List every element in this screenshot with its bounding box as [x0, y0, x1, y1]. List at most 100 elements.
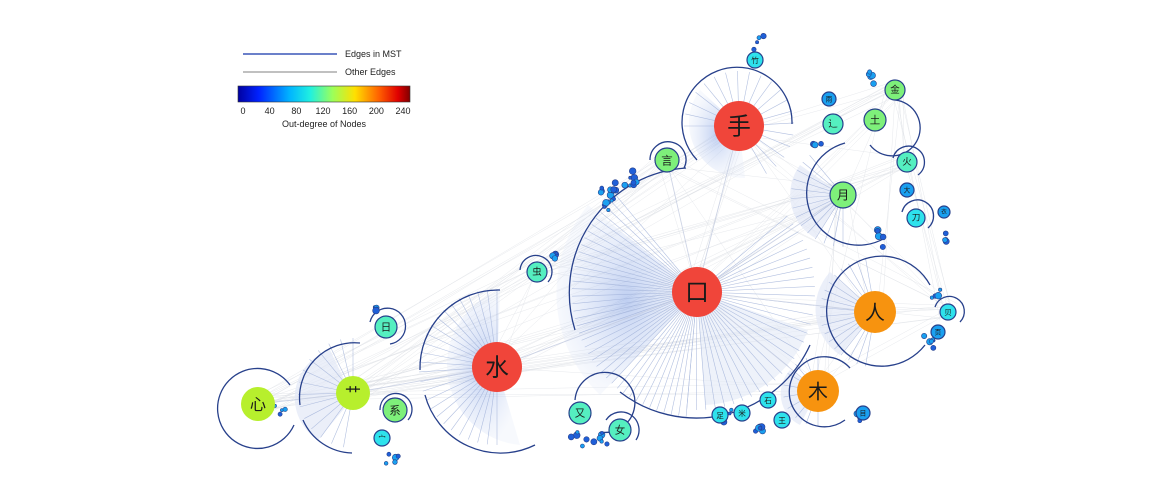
- node-mu4-circle: [855, 405, 871, 421]
- node-shui-circle: [472, 342, 522, 392]
- node-ye-label: 页: [935, 329, 942, 337]
- node-shou: 手: [714, 101, 764, 151]
- satellite-dot: [282, 406, 288, 412]
- node-huo: 火: [896, 151, 918, 173]
- ring-yue: [806, 142, 886, 246]
- ring-cao: [298, 342, 361, 406]
- node-yi-circle: [937, 205, 951, 219]
- satellite-dot: [599, 439, 604, 444]
- colorbar-tick-label: 80: [291, 106, 301, 116]
- fan-kou: [556, 205, 697, 395]
- node-yu-label: 雨: [826, 96, 833, 104]
- other-edge: [848, 198, 868, 307]
- node-mian-label: 宀: [378, 433, 386, 443]
- other-edge: [359, 267, 538, 384]
- node-bei-circle: [939, 303, 957, 321]
- node-shui-label: 水: [485, 354, 509, 382]
- hub-link: [696, 125, 740, 293]
- ring-huo: [892, 145, 926, 176]
- node-ren-circle: [854, 291, 896, 333]
- ring-chong: [519, 254, 553, 283]
- other-edge: [353, 131, 741, 399]
- satellite-dot: [942, 237, 948, 243]
- node-yu: 雨: [821, 91, 837, 107]
- satellite-dot: [751, 46, 757, 52]
- satellite-dot: [874, 227, 881, 234]
- satellite-nodes: [272, 33, 950, 466]
- node-ri-circle: [374, 315, 398, 339]
- node-chuo-label: 辶: [828, 119, 838, 130]
- legend-mst-label: Edges in MST: [345, 49, 402, 59]
- satellite-dot: [760, 33, 767, 40]
- node-mian: 宀: [373, 429, 391, 447]
- other-edge: [255, 203, 838, 403]
- satellite-dot: [870, 80, 877, 87]
- satellite-dot: [818, 141, 824, 147]
- node-you-label: 又: [575, 408, 586, 420]
- node-mu: 木: [797, 370, 839, 412]
- satellite-dot: [392, 459, 398, 465]
- node-shi-label: 石: [764, 396, 772, 405]
- node-tu-label: 土: [870, 114, 880, 127]
- ring-dao: [901, 199, 935, 229]
- satellite-dot: [383, 461, 389, 466]
- legend-other-label: Other Edges: [345, 67, 396, 77]
- node-xin: 心: [241, 387, 275, 421]
- colorbar-tick-label: 0: [240, 106, 245, 116]
- other-edge: [344, 132, 736, 392]
- satellite-dot: [600, 431, 604, 435]
- node-huo-circle: [896, 151, 918, 173]
- node-da: 大: [899, 182, 915, 198]
- node-zhu: 竹: [746, 51, 764, 69]
- ring-cao-bottom: [302, 419, 353, 454]
- satellite-dot: [604, 441, 610, 447]
- ring-nv: [605, 411, 640, 441]
- fan-cao: [294, 350, 353, 440]
- radical-nodes: 口 手水 人木心 艹 月 言 土 金系 虫日 火又女 辶刀贝 竹宀 米 石王 足 大页目 雨衣: [241, 51, 957, 447]
- satellite-dot: [606, 207, 611, 212]
- node-xi-label: 系: [389, 404, 400, 418]
- colorbar-tick-label: 240: [395, 106, 410, 116]
- colorbar-ticks: 0 40 80 120 160 200 240: [240, 106, 410, 116]
- satellite-dot: [386, 451, 392, 457]
- fan-yue: [790, 165, 843, 238]
- node-you-circle: [568, 401, 592, 425]
- satellite-dot: [609, 198, 614, 203]
- legend: Edges in MST Other Edges 0 40 80 120 160 200 2…: [237, 49, 411, 129]
- node-tu-circle: [863, 108, 887, 132]
- satellite-dot: [930, 345, 937, 351]
- node-bei: 贝: [939, 303, 957, 321]
- node-yan: 言: [654, 147, 680, 173]
- satellite-dot: [554, 251, 559, 256]
- node-zu-circle: [711, 406, 729, 424]
- ring-yan: [649, 141, 687, 169]
- other-edge: [819, 310, 955, 385]
- ring-shou: [681, 66, 793, 161]
- satellite-dot: [567, 433, 575, 441]
- satellite-dot: [277, 411, 283, 417]
- node-nv: 女: [608, 418, 632, 442]
- node-xin-circle: [241, 387, 275, 421]
- satellite-dot: [602, 199, 610, 207]
- node-mu4: 目: [855, 405, 871, 421]
- node-bei-label: 贝: [944, 308, 952, 317]
- node-jin-label: 金: [890, 84, 900, 96]
- colorbar-tick-label: 40: [265, 106, 275, 116]
- node-xi-circle: [382, 397, 408, 423]
- colorbar: [237, 85, 411, 103]
- node-mu-label: 木: [808, 380, 828, 404]
- node-wang-label: 王: [778, 416, 786, 425]
- node-yue-label: 月: [837, 189, 849, 203]
- satellite-dot: [599, 185, 605, 191]
- ring-xi: [379, 392, 413, 421]
- node-chuo: 辶: [822, 113, 844, 135]
- node-dao-circle: [906, 208, 926, 228]
- ring-kou: [568, 167, 687, 331]
- cluster-rings: [216, 66, 965, 454]
- satellite-dot: [867, 69, 873, 75]
- node-chuo-circle: [822, 113, 844, 135]
- other-edge: [540, 164, 673, 265]
- other-edge: [660, 169, 697, 287]
- node-xin-label: 心: [250, 395, 266, 414]
- satellite-dot: [628, 175, 633, 180]
